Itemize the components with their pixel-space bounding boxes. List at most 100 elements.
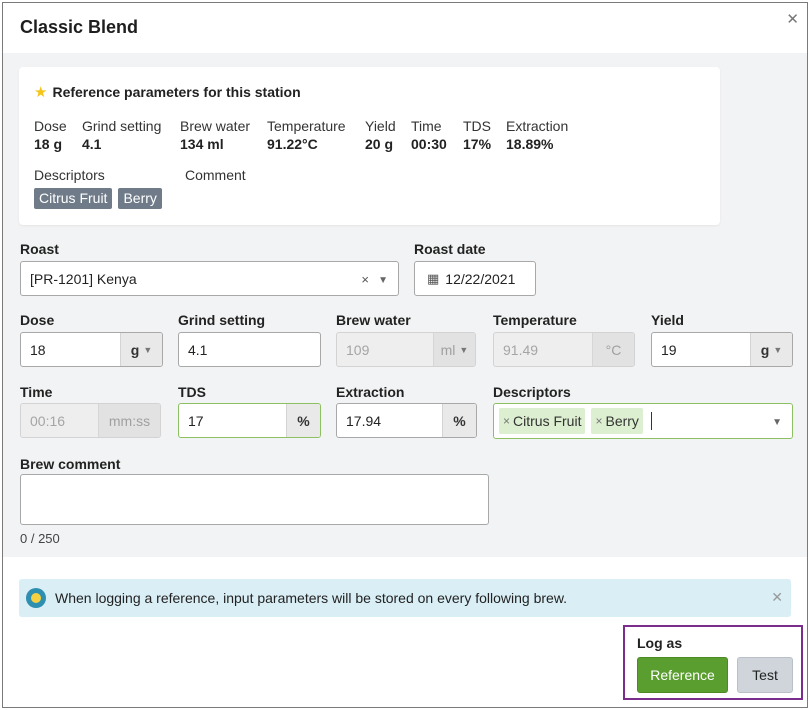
descriptors-multiselect[interactable]: × Citrus Fruit × Berry ▼ <box>493 403 793 439</box>
dose-input[interactable]: 18 g ▼ <box>20 332 163 367</box>
ref-param-grind: Grind setting 4.1 <box>82 117 161 153</box>
brew-water-label: Brew water <box>336 312 411 328</box>
yield-unit-select[interactable]: g ▼ <box>750 333 792 366</box>
ref-param-label: Time <box>411 118 442 134</box>
caret-down-icon: ▼ <box>459 344 469 355</box>
alert-text: When logging a reference, input paramete… <box>55 590 568 606</box>
reference-title-text: Reference parameters for this station <box>52 84 301 100</box>
ref-param-label: TDS <box>463 118 491 134</box>
descriptor-chip: Citrus Fruit <box>34 188 113 209</box>
time-input: 00:16 mm:ss <box>20 403 161 438</box>
dose-value[interactable]: 18 <box>30 341 46 358</box>
log-as-section: Log as Reference Test <box>623 625 803 700</box>
star-icon: ★ <box>34 83 48 101</box>
grind-value[interactable]: 4.1 <box>188 341 208 358</box>
ref-param-temperature: Temperature 91.22°C <box>267 117 346 153</box>
reference-card: ★ Reference parameters for this station … <box>19 67 720 225</box>
ref-param-tds: TDS 17% <box>463 117 491 153</box>
extraction-label: Extraction <box>336 384 405 400</box>
test-button[interactable]: Test <box>737 657 793 693</box>
ref-param-yield: Yield 20 g <box>365 117 396 153</box>
close-icon[interactable]: ✕ <box>771 589 783 605</box>
calendar-icon: ▦ <box>427 270 440 286</box>
reference-button[interactable]: Reference <box>637 657 728 693</box>
roast-select[interactable]: [PR-1201] Kenya × ▼ <box>20 261 399 296</box>
time-value: 00:16 <box>30 412 66 429</box>
yield-value[interactable]: 19 <box>661 341 677 358</box>
ref-param-value: 18.89% <box>506 136 554 152</box>
ref-param-value: 91.22°C <box>267 136 318 152</box>
roast-date-label: Roast date <box>414 241 486 257</box>
ref-param-label: Grind setting <box>82 118 162 134</box>
temperature-unit: °C <box>592 333 634 366</box>
brew-comment-textarea[interactable] <box>20 474 489 525</box>
descriptor-chip: Berry <box>118 188 162 209</box>
caret-down-icon: ▼ <box>143 344 153 355</box>
info-alert: When logging a reference, input paramete… <box>19 579 791 617</box>
ref-descriptor-chips: Citrus Fruit Berry <box>34 188 162 209</box>
yield-unit: g <box>760 341 770 358</box>
remove-tag-icon[interactable]: × <box>503 414 511 428</box>
extraction-unit: % <box>442 404 476 437</box>
remove-tag-icon[interactable]: × <box>595 414 603 428</box>
brew-water-unit: ml <box>440 341 456 358</box>
text-cursor <box>650 412 652 430</box>
ref-param-extraction: Extraction 18.89% <box>506 117 568 153</box>
temperature-label: Temperature <box>493 312 577 328</box>
log-as-label: Log as <box>637 635 683 651</box>
roast-date-value: 12/22/2021 <box>445 270 516 287</box>
ref-param-label: Temperature <box>267 118 346 134</box>
ref-comment-label: Comment <box>185 167 246 183</box>
temperature-value: 91.49 <box>503 341 539 358</box>
roast-label: Roast <box>20 241 59 257</box>
clear-icon[interactable]: × <box>361 272 369 287</box>
ref-param-value: 18 g <box>34 136 63 152</box>
brew-water-input: 109 ml ▼ <box>336 332 476 367</box>
descriptors-label: Descriptors <box>493 384 571 400</box>
yield-input[interactable]: 19 g ▼ <box>651 332 793 367</box>
extraction-unit-text: % <box>453 412 466 429</box>
ref-param-dose: Dose 18 g <box>34 117 67 153</box>
time-label: Time <box>20 384 53 400</box>
dose-unit-select[interactable]: g ▼ <box>120 333 162 366</box>
tds-value[interactable]: 17 <box>188 412 204 429</box>
descriptor-tag: × Berry <box>591 408 643 434</box>
reference-title: ★ Reference parameters for this station <box>34 84 301 100</box>
chevron-down-icon[interactable]: ▼ <box>772 417 782 428</box>
roast-date-input[interactable]: ▦ 12/22/2021 <box>414 261 536 296</box>
ref-param-brew-water: Brew water 134 ml <box>180 117 250 153</box>
ref-param-value: 134 ml <box>180 136 224 152</box>
yield-label: Yield <box>651 312 684 328</box>
brew-comment-label: Brew comment <box>20 456 121 472</box>
ref-param-label: Dose <box>34 118 67 134</box>
descriptor-tag-label: Berry <box>605 413 639 429</box>
tds-label: TDS <box>178 384 206 400</box>
brew-water-unit-select: ml ▼ <box>433 333 475 366</box>
ref-param-label: Brew water <box>180 118 251 134</box>
extraction-input[interactable]: 17.94 % <box>336 403 477 438</box>
extraction-value[interactable]: 17.94 <box>346 412 382 429</box>
ref-param-label: Extraction <box>506 118 569 134</box>
modal-body: ★ Reference parameters for this station … <box>3 53 807 557</box>
dose-label: Dose <box>20 312 55 328</box>
dose-unit: g <box>130 341 140 358</box>
modal-title: Classic Blend <box>20 17 139 37</box>
temperature-input: 91.49 °C <box>493 332 635 367</box>
tds-unit-text: % <box>297 412 310 429</box>
roast-value: [PR-1201] Kenya <box>30 270 137 287</box>
ref-param-value: 20 g <box>365 136 394 152</box>
close-icon[interactable]: ✕ <box>786 11 799 28</box>
tds-unit: % <box>286 404 320 437</box>
descriptor-tag: × Citrus Fruit <box>499 408 586 434</box>
ref-param-value: 4.1 <box>82 136 102 152</box>
grind-input[interactable]: 4.1 <box>178 332 321 367</box>
grind-label: Grind setting <box>178 312 266 328</box>
time-unit: mm:ss <box>98 404 160 437</box>
tds-input[interactable]: 17 % <box>178 403 321 438</box>
ref-param-time: Time 00:30 <box>411 117 447 153</box>
descriptor-tag-label: Citrus Fruit <box>513 413 582 429</box>
ref-param-value: 00:30 <box>411 136 447 152</box>
chevron-down-icon[interactable]: ▼ <box>378 275 388 286</box>
ref-param-value: 17% <box>463 136 492 152</box>
